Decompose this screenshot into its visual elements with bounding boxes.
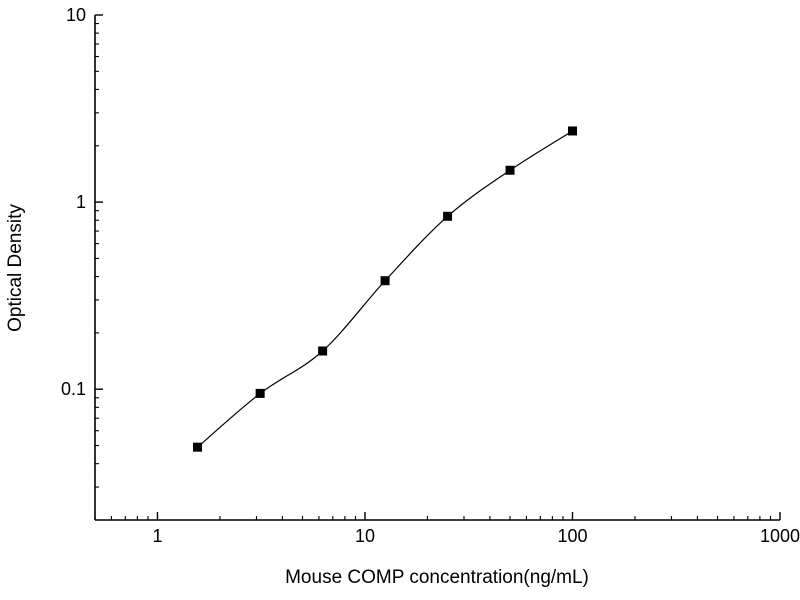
x-axis-title: Mouse COMP concentration(ng/mL) — [285, 567, 589, 588]
x-tick-label: 1 — [152, 526, 162, 546]
y-axis-title: Optical Density — [5, 204, 26, 332]
y-tick-label: 0.1 — [61, 379, 86, 399]
y-tick-label: 10 — [66, 5, 86, 25]
x-tick-label: 10 — [355, 526, 375, 546]
data-point-marker — [505, 165, 515, 175]
y-tick-label: 1 — [76, 192, 86, 212]
data-point-marker — [567, 126, 577, 136]
x-tick-label: 100 — [557, 526, 587, 546]
fit-curve — [197, 130, 573, 448]
data-point-marker — [380, 276, 390, 286]
data-point-marker — [318, 346, 328, 356]
x-tick-label: 1000 — [760, 526, 800, 546]
data-point-marker — [255, 388, 265, 398]
data-point-marker — [193, 442, 203, 452]
data-point-marker — [443, 211, 453, 221]
